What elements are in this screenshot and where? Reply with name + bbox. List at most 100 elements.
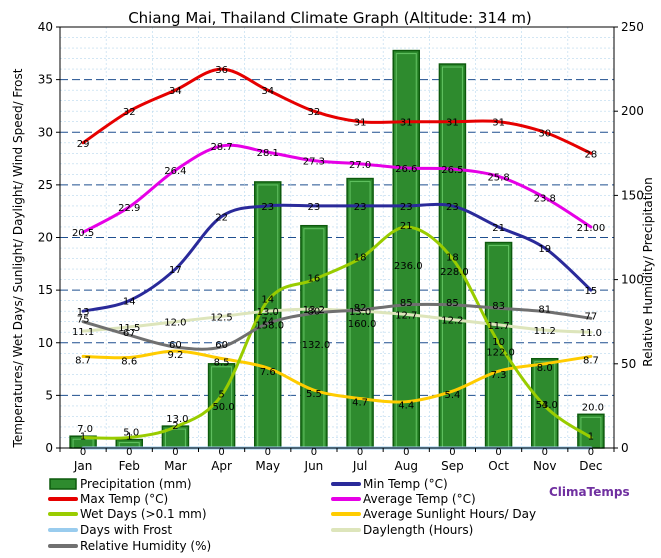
brand-label: ClimaTemps [549, 485, 630, 499]
left-tick-label: 35 [38, 73, 53, 87]
data-label-min: 23 [261, 202, 274, 213]
data-label-precipitation: 158.0 [255, 320, 284, 331]
data-label-precipitation: 122.0 [486, 348, 515, 359]
data-label-frost: 0 [357, 447, 363, 458]
data-label-wet: 1 [126, 431, 132, 442]
x-tick-label: Apr [211, 459, 232, 473]
data-label-wet: 10 [492, 337, 505, 348]
data-label-avg: 27.3 [303, 157, 325, 168]
legend-item: Wet Days (>0.1 mm) [80, 507, 207, 521]
x-tick-label: Sep [441, 459, 464, 473]
data-label-avg: 25.8 [487, 172, 509, 183]
grid [60, 27, 614, 448]
data-label-max: 34 [169, 86, 182, 97]
right-tick-label: 50 [621, 357, 636, 371]
data-label-precipitation: 5.0 [123, 428, 139, 439]
precipitation-bar [484, 241, 513, 449]
data-label-min: 23 [446, 202, 459, 213]
data-label-precipitation: 20.0 [582, 402, 604, 413]
data-label-day: 12.2 [441, 316, 463, 327]
data-label-precipitation: 228.0 [440, 267, 469, 278]
data-label-precipitation: 13.0 [166, 414, 188, 425]
data-label-max: 36 [215, 65, 228, 76]
legend-item: Min Temp (°C) [363, 477, 448, 491]
data-label-max: 31 [492, 118, 505, 129]
data-label-day: 11.5 [118, 323, 140, 334]
data-label-frost: 0 [80, 447, 86, 458]
data-label-precipitation: 236.0 [394, 261, 423, 272]
data-label-sun: 9.2 [167, 350, 183, 361]
data-label-wet: 14 [261, 295, 274, 306]
data-label-max: 29 [77, 139, 90, 150]
data-label-max: 32 [308, 107, 321, 118]
right-tick-label: 200 [621, 104, 644, 118]
legend-item: Daylength (Hours) [363, 523, 473, 537]
legend-swatch [49, 478, 77, 490]
data-label-sun: 8.6 [121, 356, 137, 367]
data-label-min: 13 [77, 307, 90, 318]
x-tick-label: May [255, 459, 280, 473]
right-tick-label: 150 [621, 188, 644, 202]
x-tick-label: Feb [119, 459, 140, 473]
data-label-frost: 0 [311, 447, 317, 458]
data-label-avg: 27.0 [349, 160, 371, 171]
data-label-precipitation: 132.0 [302, 340, 331, 351]
data-label-avg: 22.9 [118, 203, 140, 214]
legend-item: Relative Humidity (%) [80, 539, 211, 553]
data-label-day: 11.1 [72, 327, 94, 338]
left-tick-label: 0 [45, 441, 53, 455]
data-label-min: 14 [123, 297, 136, 308]
precipitation-bar [438, 63, 467, 449]
series-line-avg [81, 143, 593, 234]
data-label-wet: 18 [446, 253, 459, 264]
data-label-frost: 0 [126, 447, 132, 458]
data-label-frost: 0 [588, 447, 594, 458]
data-label-day: 13.2 [303, 305, 325, 316]
data-label-max: 28 [585, 149, 598, 160]
data-label-hum: 83 [492, 301, 505, 312]
data-label-hum: 82 [354, 303, 367, 314]
data-label-wet: 4 [542, 400, 548, 411]
left-axis-label: Temperatures/ Wet Days/ Sunlight/ Daylig… [11, 68, 25, 448]
data-label-hum: 60 [215, 340, 228, 351]
data-label-wet: 2 [172, 421, 178, 432]
x-tick-label: Jul [352, 459, 367, 473]
legend-item: Precipitation (mm) [80, 477, 192, 491]
data-label-frost: 0 [449, 447, 455, 458]
left-tick-label: 10 [38, 336, 53, 350]
legend-item: Max Temp (°C) [80, 492, 168, 506]
data-label-avg: 28.7 [210, 142, 232, 153]
data-label-sun: 8.7 [75, 355, 91, 366]
data-label-min: 17 [169, 265, 182, 276]
data-label-avg: 23.8 [534, 194, 556, 205]
data-label-frost: 0 [495, 447, 501, 458]
data-label-avg: 20.5 [72, 228, 94, 239]
precipitation-bar [300, 224, 328, 449]
series-line-wet [81, 225, 593, 440]
left-tick-label: 40 [38, 20, 53, 34]
x-tick-label: Dec [579, 459, 602, 473]
data-label-min: 23 [400, 202, 413, 213]
data-label-sun: 5.5 [306, 389, 322, 400]
data-label-max: 34 [261, 86, 274, 97]
data-label-sun: 4.7 [352, 398, 368, 409]
x-tick-label: Jan [73, 459, 93, 473]
x-tick-label: Aug [395, 459, 418, 473]
data-label-wet: 5 [218, 389, 224, 400]
data-label-day: 12.0 [164, 318, 186, 329]
data-label-sun: 8.0 [537, 363, 553, 374]
data-label-day: 11.0 [580, 328, 602, 339]
data-label-day: 13.0 [349, 307, 371, 318]
right-tick-label: 0 [621, 441, 629, 455]
left-tick-label: 25 [38, 178, 53, 192]
data-label-max: 31 [400, 118, 413, 129]
series-line-max [81, 67, 593, 155]
left-tick-label: 5 [45, 388, 53, 402]
data-label-day: 13.0 [257, 307, 279, 318]
x-tick-label: Nov [533, 459, 556, 473]
right-tick-label: 100 [621, 273, 644, 287]
data-label-sun: 4.4 [398, 401, 414, 412]
legend: Precipitation (mm) Min Temp (°C) Max Temp … [48, 477, 536, 553]
data-label-hum: 75 [77, 315, 90, 326]
